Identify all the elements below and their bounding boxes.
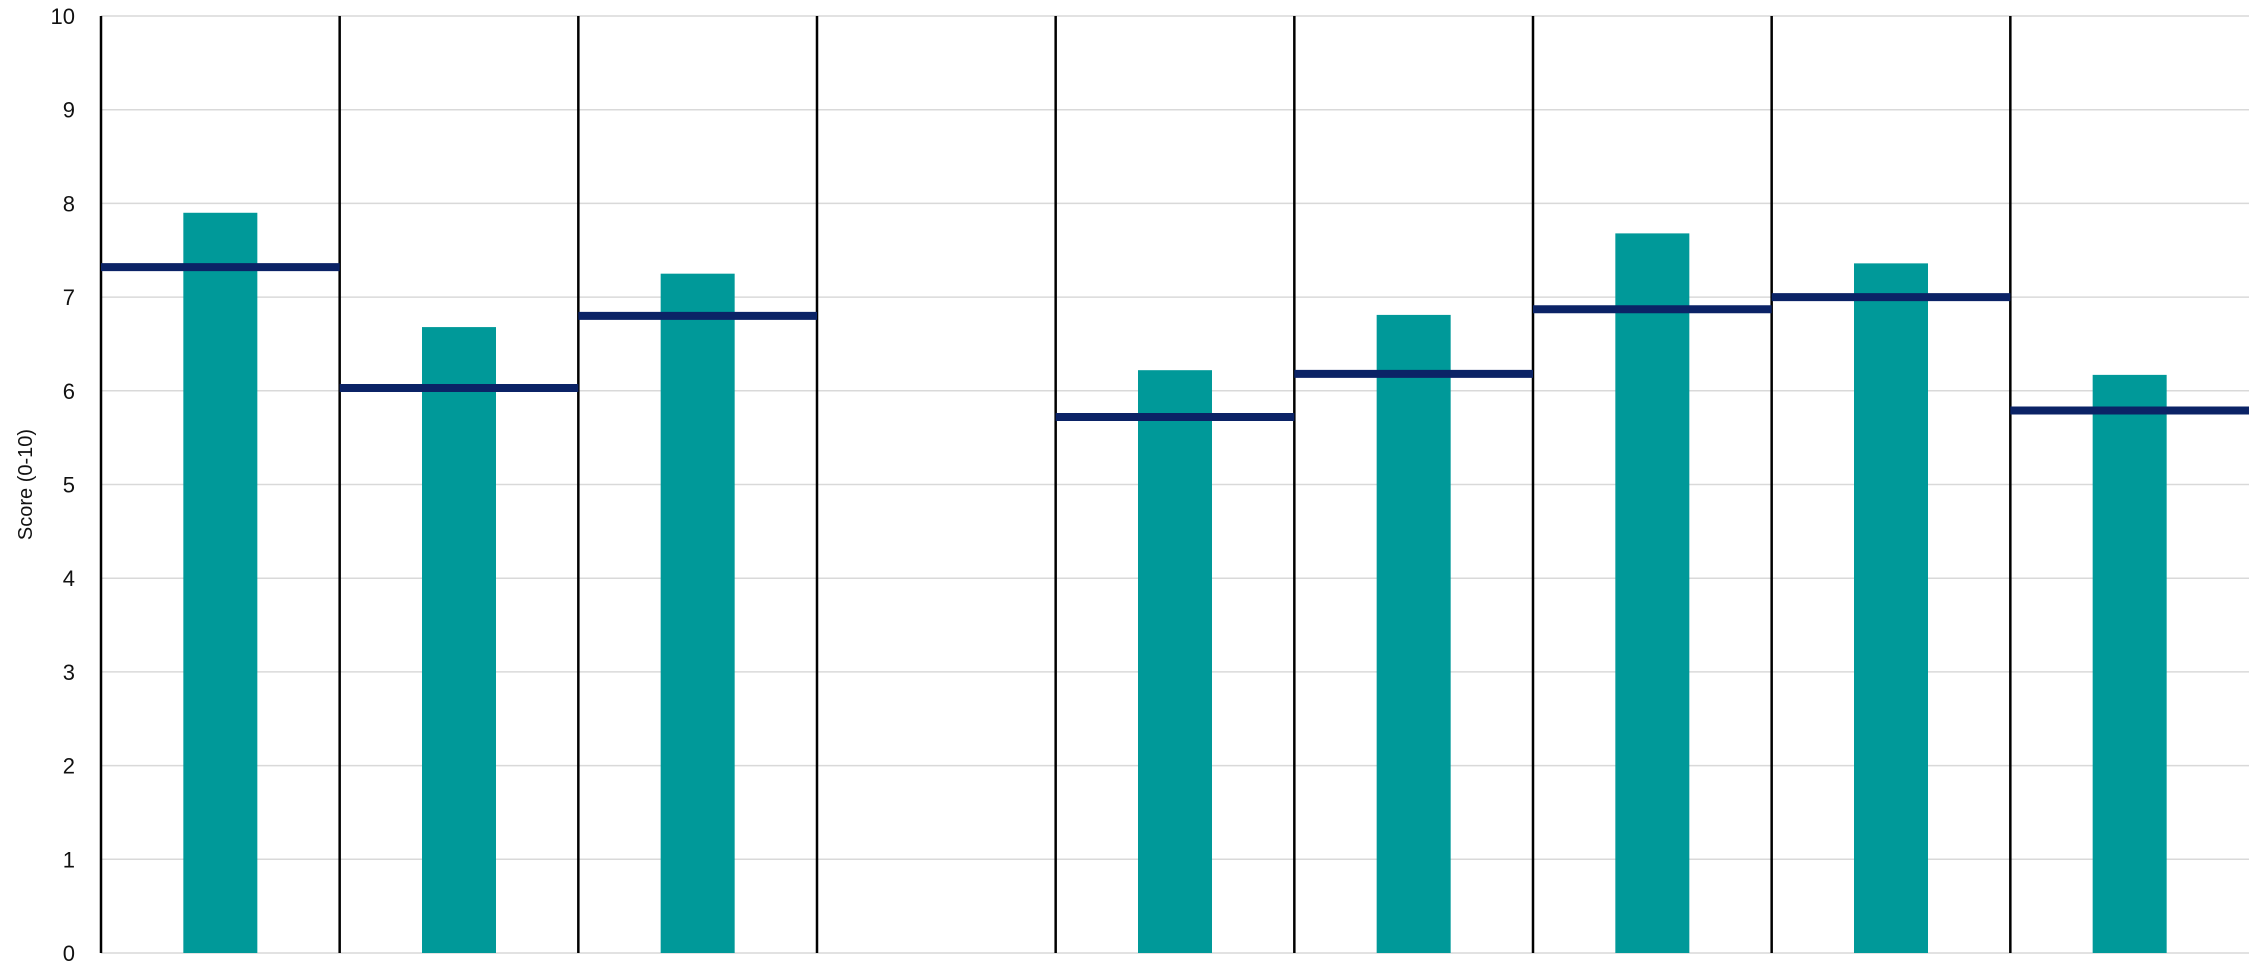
bars bbox=[183, 212, 2167, 954]
bar bbox=[1854, 263, 1928, 953]
y-tick-label: 10 bbox=[51, 4, 75, 29]
bar bbox=[422, 327, 496, 954]
y-axis-title: Score (0-10) bbox=[15, 429, 37, 540]
bar bbox=[1138, 370, 1212, 953]
y-tick-label: 1 bbox=[63, 847, 75, 872]
bar bbox=[1376, 314, 1451, 953]
y-tick-label: 6 bbox=[63, 379, 75, 404]
bar bbox=[2092, 374, 2167, 954]
category-dividers bbox=[99, 16, 2012, 953]
y-tick-label: 9 bbox=[63, 98, 75, 123]
y-tick-labels: 0 1 2 3 4 5 6 7 8 9 10 bbox=[51, 4, 75, 966]
y-tick-label: 2 bbox=[63, 754, 75, 779]
y-tick-label: 4 bbox=[63, 566, 75, 591]
bar bbox=[1615, 233, 1690, 953]
y-tick-label: 5 bbox=[63, 473, 75, 498]
y-tick-label: 8 bbox=[63, 191, 75, 216]
y-tick-label: 3 bbox=[63, 660, 75, 685]
y-tick-label: 7 bbox=[63, 285, 75, 310]
markers bbox=[101, 263, 2249, 422]
bar bbox=[183, 212, 258, 953]
y-tick-label: 0 bbox=[63, 941, 75, 966]
bar bbox=[660, 273, 735, 953]
